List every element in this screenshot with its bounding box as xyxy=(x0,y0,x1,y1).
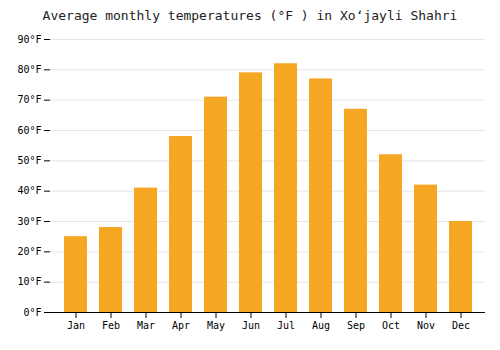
svg-text:70°F: 70°F xyxy=(17,94,41,105)
svg-text:Aug: Aug xyxy=(312,320,330,331)
svg-text:Apr: Apr xyxy=(172,320,190,331)
svg-text:Jun: Jun xyxy=(242,320,260,331)
svg-text:Feb: Feb xyxy=(102,320,120,331)
svg-text:30°F: 30°F xyxy=(17,216,41,227)
svg-text:10°F: 10°F xyxy=(17,276,41,287)
svg-text:May: May xyxy=(207,320,225,331)
svg-text:0°F: 0°F xyxy=(23,307,41,318)
svg-text:Oct: Oct xyxy=(382,320,400,331)
svg-text:Jan: Jan xyxy=(67,320,85,331)
svg-text:50°F: 50°F xyxy=(17,155,41,166)
svg-text:Mar: Mar xyxy=(137,320,155,331)
html-text:Average monthly temperatures (: Average monthly temperatures (°F ) in Xo… xyxy=(42,8,458,23)
svg-text:Dec: Dec xyxy=(452,320,470,331)
svg-text:20°F: 20°F xyxy=(17,246,41,257)
svg-text:Jul: Jul xyxy=(277,320,295,331)
svg-text:60°F: 60°F xyxy=(17,125,41,136)
svg-text:80°F: 80°F xyxy=(17,64,41,75)
svg-text:Nov: Nov xyxy=(417,320,435,331)
svg-text:Sep: Sep xyxy=(347,320,365,331)
svg-text:40°F: 40°F xyxy=(17,185,41,196)
svg-text:90°F: 90°F xyxy=(17,34,41,45)
